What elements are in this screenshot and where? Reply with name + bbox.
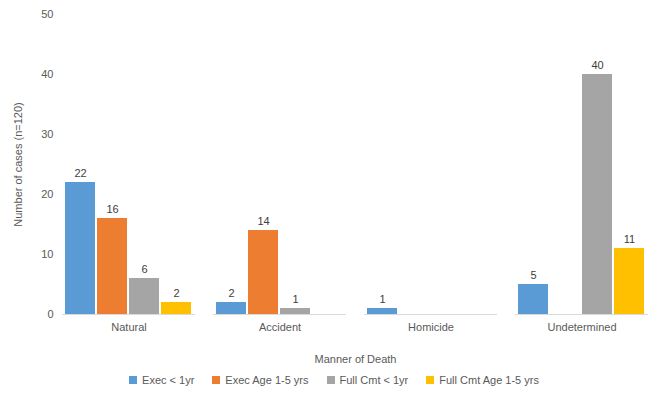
svg-text:Manner of Death: Manner of Death xyxy=(315,353,397,365)
svg-text:40: 40 xyxy=(41,68,53,80)
svg-text:16: 16 xyxy=(106,203,118,215)
svg-text:22: 22 xyxy=(74,167,86,179)
svg-text:1: 1 xyxy=(379,293,385,305)
svg-text:Accident: Accident xyxy=(259,321,301,333)
svg-text:2: 2 xyxy=(228,287,234,299)
svg-text:50: 50 xyxy=(41,8,53,20)
svg-text:14: 14 xyxy=(257,215,269,227)
svg-text:20: 20 xyxy=(41,188,53,200)
svg-text:6: 6 xyxy=(141,263,147,275)
html-text:Full Cmt < 1yr: Full Cmt < 1yr xyxy=(339,374,409,386)
html-text:Exec < 1yr: Exec < 1yr xyxy=(142,374,195,386)
svg-text:2: 2 xyxy=(173,287,179,299)
svg-text:Number of cases (n=120): Number of cases (n=120) xyxy=(12,102,24,226)
svg-text:11: 11 xyxy=(624,233,635,245)
svg-text:Homicide: Homicide xyxy=(408,321,454,333)
svg-text:1: 1 xyxy=(292,293,298,305)
html-text:Exec Age 1-5 yrs: Exec Age 1-5 yrs xyxy=(225,374,309,386)
svg-text:40: 40 xyxy=(591,59,603,71)
svg-text:10: 10 xyxy=(41,248,53,260)
svg-text:5: 5 xyxy=(530,269,536,281)
html-text:Full Cmt Age 1-5 yrs: Full Cmt Age 1-5 yrs xyxy=(439,374,539,386)
svg-text:0: 0 xyxy=(47,308,53,320)
svg-text:30: 30 xyxy=(41,128,53,140)
svg-text:Natural: Natural xyxy=(111,321,146,333)
svg-text:Undetermined: Undetermined xyxy=(547,321,616,333)
